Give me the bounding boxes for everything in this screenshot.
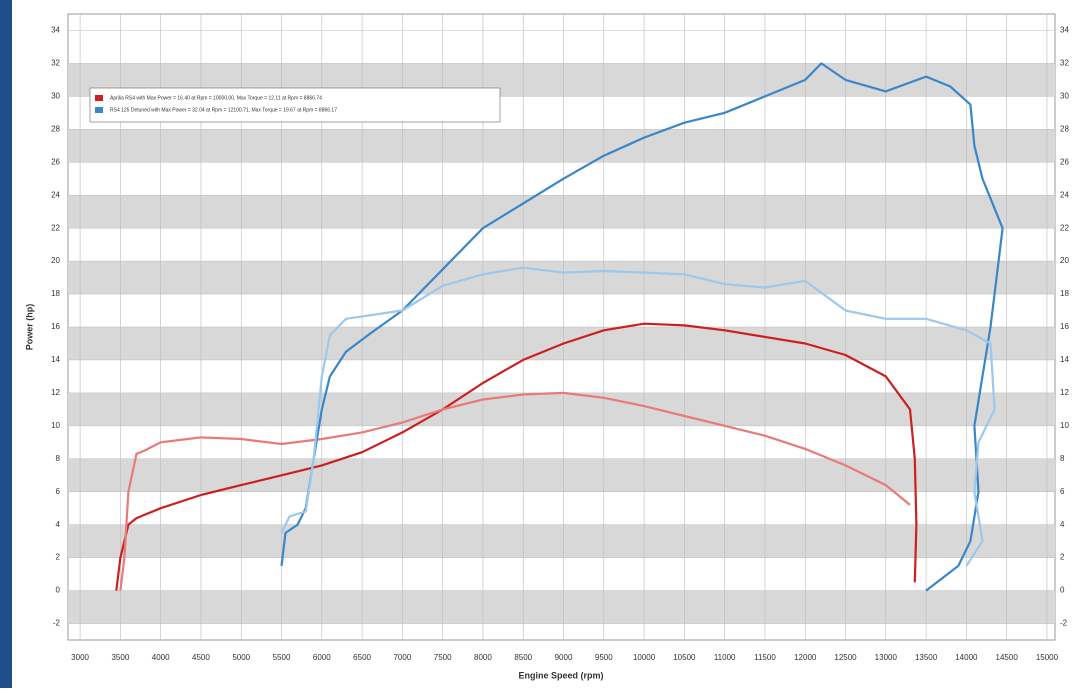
y-tick-label-right: 28 [1060, 124, 1069, 133]
y-tick-label-right: 14 [1060, 355, 1069, 364]
y-tick-label-right: 0 [1060, 586, 1065, 595]
x-tick-label: 10500 [673, 653, 696, 662]
y-tick-label: 30 [51, 91, 60, 100]
x-tick-label: 6000 [313, 653, 331, 662]
y-tick-label: 26 [51, 157, 60, 166]
x-tick-label: 14500 [996, 653, 1019, 662]
x-tick-label: 12500 [834, 653, 857, 662]
x-tick-label: 13500 [915, 653, 938, 662]
y-tick-label-right: 16 [1060, 322, 1069, 331]
y-tick-label-right: 26 [1060, 157, 1069, 166]
y-tick-label-right: 24 [1060, 190, 1069, 199]
y-tick-label: 22 [51, 223, 60, 232]
legend-box [90, 88, 500, 122]
grid-band [68, 195, 1055, 228]
y-tick-label: 4 [56, 520, 61, 529]
chart: Engine Speed (rpm) Power (hp) -2-2002244… [0, 0, 1077, 688]
x-axis-label: Engine Speed (rpm) [518, 670, 603, 680]
y-tick-label-right: 10 [1060, 421, 1069, 430]
x-tick-label: 7500 [434, 653, 452, 662]
y-tick-label: 16 [51, 322, 60, 331]
y-tick-label: 24 [51, 190, 60, 199]
y-tick-label: 14 [51, 355, 60, 364]
y-tick-label: 34 [51, 26, 60, 35]
y-tick-label: 32 [51, 59, 60, 68]
grid-band [68, 393, 1055, 426]
y-tick-label-right: 6 [1060, 487, 1065, 496]
grid-band [68, 459, 1055, 492]
legend-label: RS4 125 Detuned with Max Power = 32.04 a… [110, 107, 337, 113]
x-tick-label: 9500 [595, 653, 613, 662]
y-tick-label-right: 4 [1060, 520, 1065, 529]
x-tick-label: 5000 [232, 653, 250, 662]
grid-band [68, 591, 1055, 624]
x-tick-label: 3000 [71, 653, 89, 662]
x-tick-label: 4500 [192, 653, 210, 662]
x-tick-label: 14000 [955, 653, 978, 662]
y-tick-label-right: 18 [1060, 289, 1069, 298]
legend-label: Aprilia RS4 with Max Power = 16.40 at Rp… [110, 95, 322, 101]
y-tick-label: 8 [56, 454, 61, 463]
x-tick-label: 5500 [273, 653, 291, 662]
y-tick-label: 12 [51, 388, 60, 397]
y-tick-label: 28 [51, 124, 60, 133]
x-tick-label: 9000 [555, 653, 573, 662]
y-tick-label-right: 20 [1060, 256, 1069, 265]
grid-band [68, 525, 1055, 558]
y-tick-label: 10 [51, 421, 60, 430]
side-strip [0, 0, 12, 688]
grid-band [68, 261, 1055, 294]
x-tick-label: 15000 [1036, 653, 1059, 662]
y-tick-label-right: 2 [1060, 553, 1065, 562]
x-tick-label: 6500 [353, 653, 371, 662]
y-tick-label-right: 30 [1060, 91, 1069, 100]
y-tick-label-right: 22 [1060, 223, 1069, 232]
x-tick-label: 11500 [754, 653, 776, 662]
y-tick-label: 20 [51, 256, 60, 265]
y-tick-label-right: 12 [1060, 388, 1069, 397]
x-tick-label: 7000 [393, 653, 411, 662]
x-tick-label: 8000 [474, 653, 492, 662]
y-tick-label-right: 34 [1060, 26, 1069, 35]
y-tick-label-right: -2 [1060, 619, 1068, 628]
y-axis-label: Power (hp) [24, 304, 34, 351]
x-tick-label: 10000 [633, 653, 656, 662]
y-tick-label: -2 [53, 619, 61, 628]
y-tick-label-right: 8 [1060, 454, 1065, 463]
y-tick-label: 0 [56, 586, 61, 595]
x-tick-label: 3500 [111, 653, 129, 662]
y-tick-label: 2 [56, 553, 61, 562]
x-tick-label: 8500 [514, 653, 532, 662]
legend-swatch [95, 107, 103, 113]
y-tick-label-right: 32 [1060, 59, 1069, 68]
x-tick-label: 11000 [714, 653, 736, 662]
y-tick-label: 18 [51, 289, 60, 298]
x-tick-label: 13000 [875, 653, 898, 662]
x-tick-label: 12000 [794, 653, 817, 662]
grid-band [68, 129, 1055, 162]
legend-swatch [95, 95, 103, 101]
y-tick-label: 6 [56, 487, 61, 496]
x-tick-label: 4000 [152, 653, 170, 662]
